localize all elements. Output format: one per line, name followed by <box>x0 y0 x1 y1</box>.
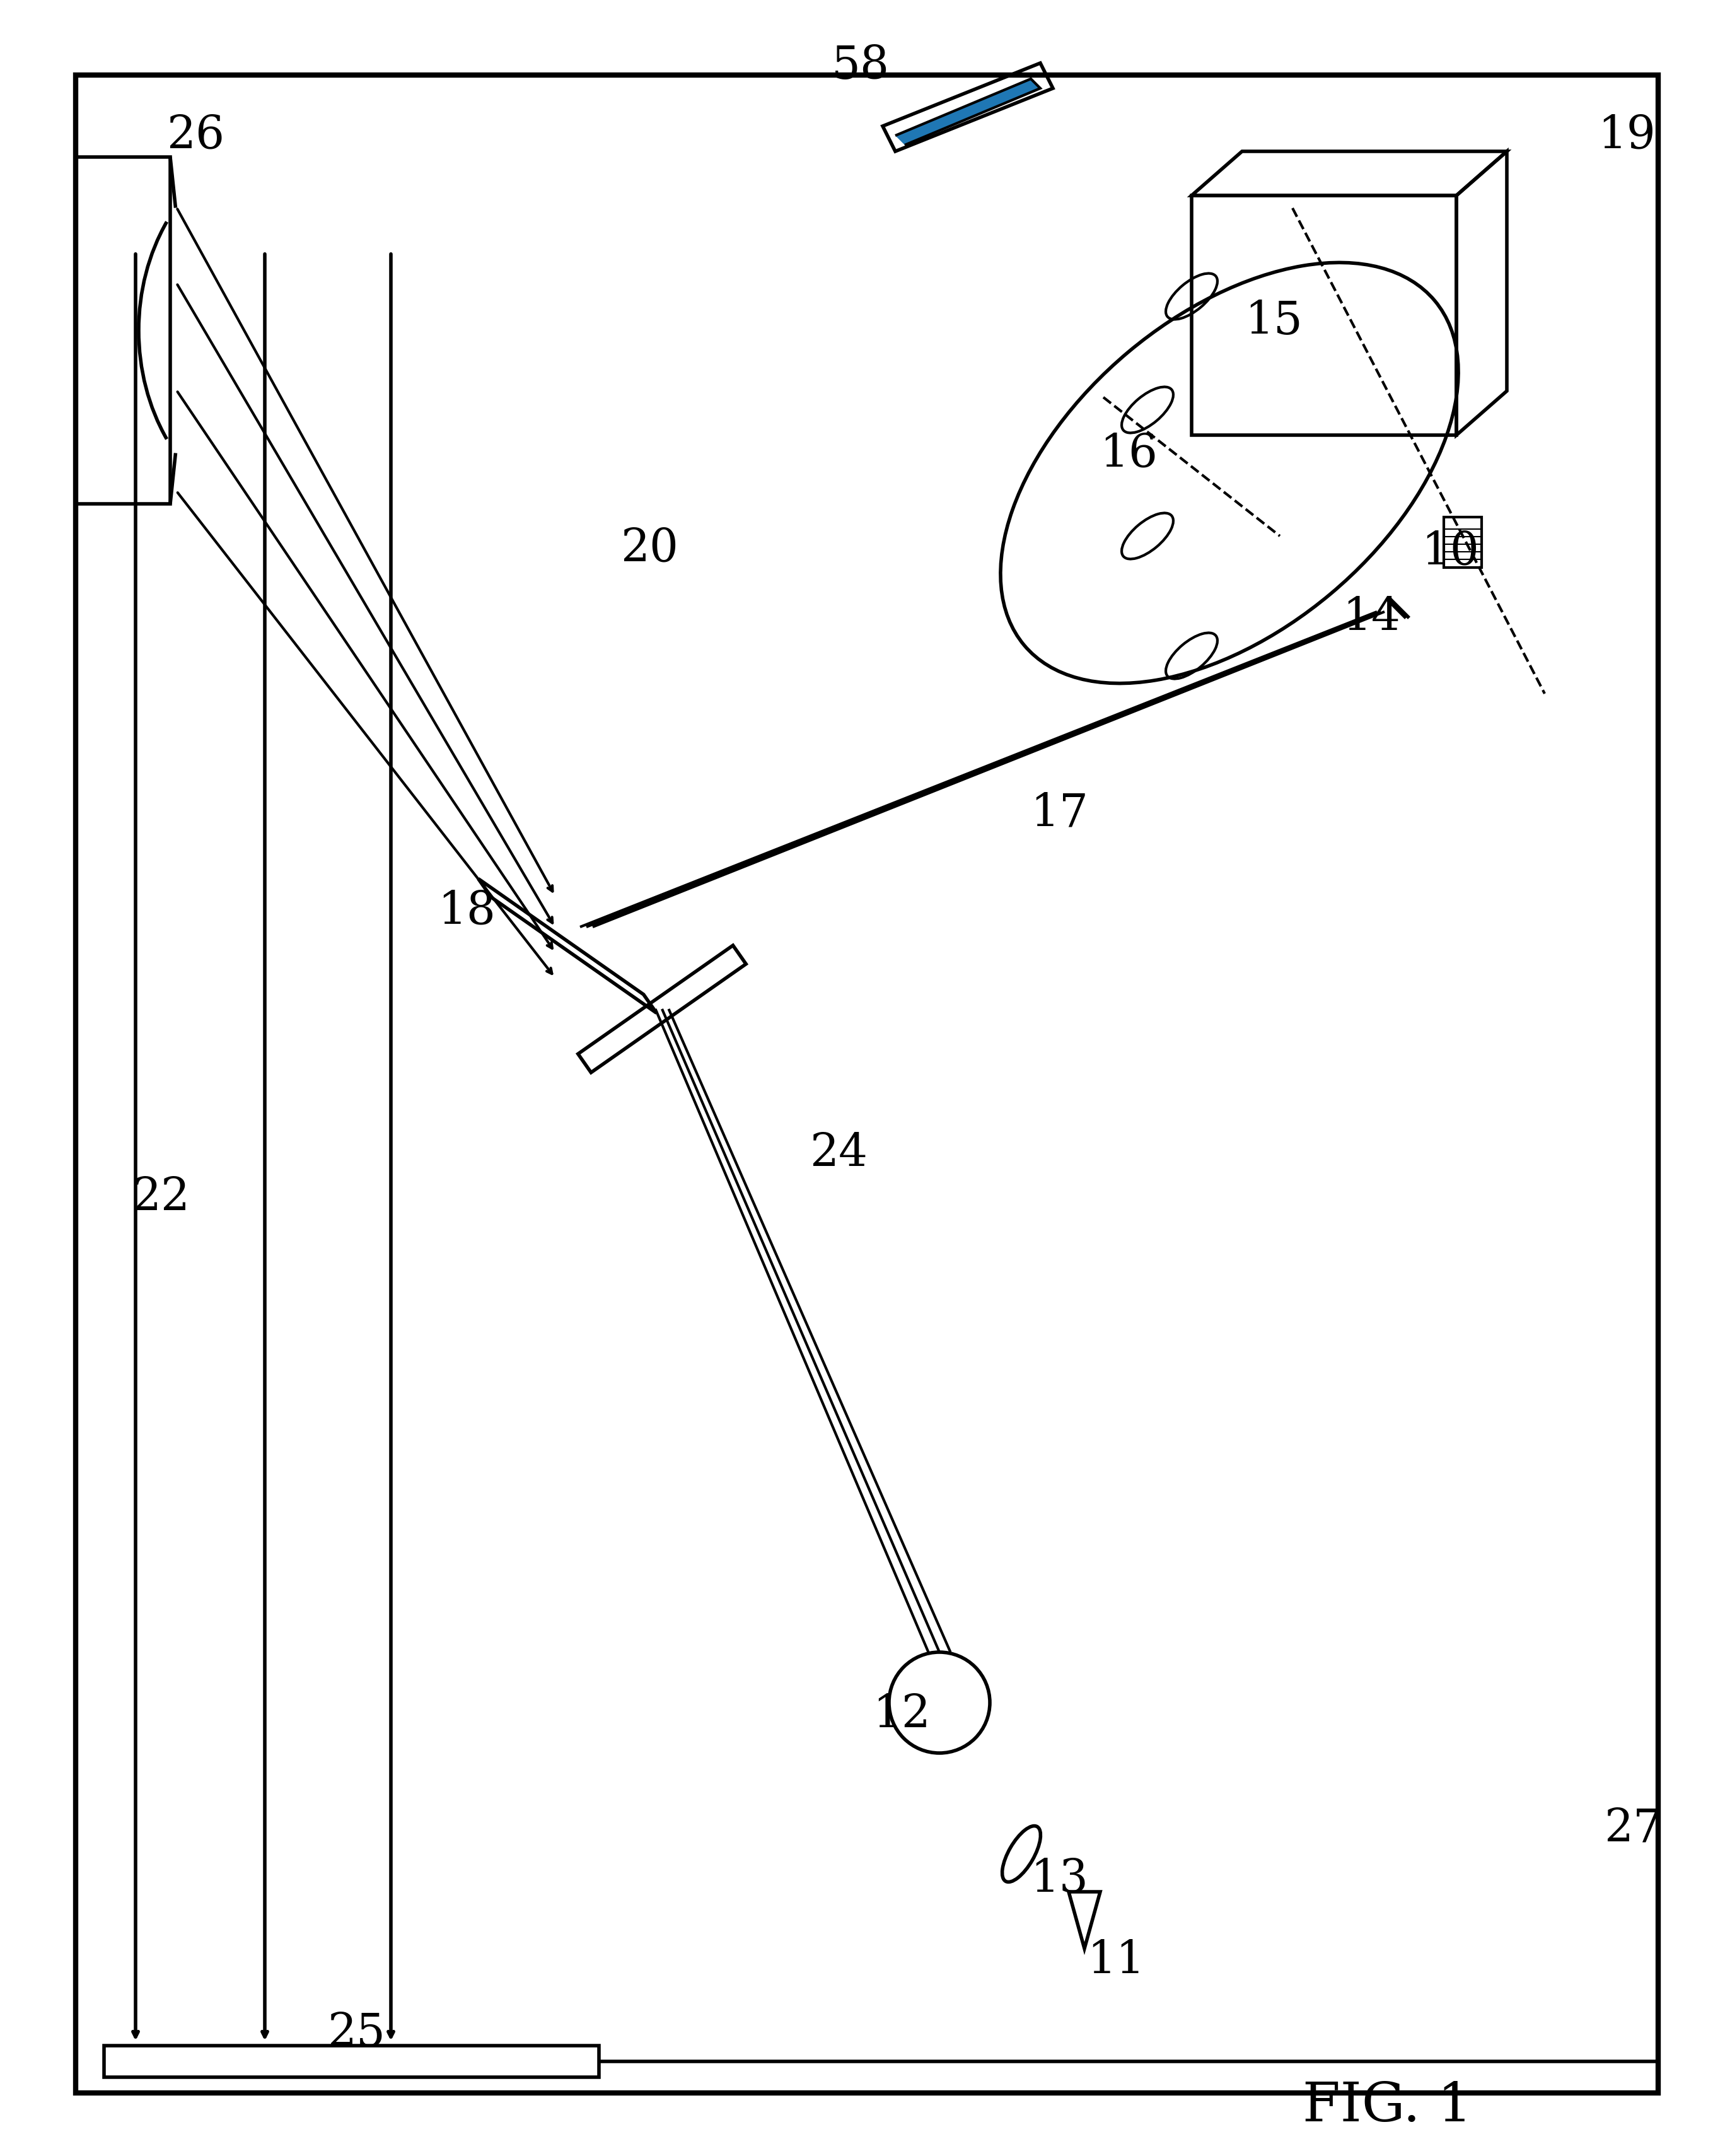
Text: 24: 24 <box>809 1132 868 1177</box>
Polygon shape <box>895 80 1040 144</box>
Bar <box>104 2046 599 2076</box>
Bar <box>76 157 171 505</box>
Text: 15: 15 <box>1245 300 1302 343</box>
Text: 25: 25 <box>328 2012 385 2057</box>
Text: 18: 18 <box>438 888 495 934</box>
Text: 19: 19 <box>1597 114 1656 157</box>
Text: 14: 14 <box>1342 595 1401 640</box>
Bar <box>1444 517 1482 567</box>
Text: 13: 13 <box>1030 1856 1088 1902</box>
Text: 10: 10 <box>1421 530 1478 573</box>
Text: 11: 11 <box>1087 1938 1145 1984</box>
Text: 26: 26 <box>166 114 224 157</box>
Text: FIG. 1: FIG. 1 <box>1302 2081 1471 2132</box>
Text: 22: 22 <box>131 1175 190 1220</box>
Bar <box>1192 196 1456 436</box>
Text: 27: 27 <box>1604 1807 1661 1852</box>
Text: 17: 17 <box>1030 791 1088 837</box>
Text: 20: 20 <box>621 526 678 571</box>
Text: 16: 16 <box>1099 431 1157 476</box>
Text: 58: 58 <box>831 43 890 88</box>
Text: 12: 12 <box>873 1692 930 1738</box>
